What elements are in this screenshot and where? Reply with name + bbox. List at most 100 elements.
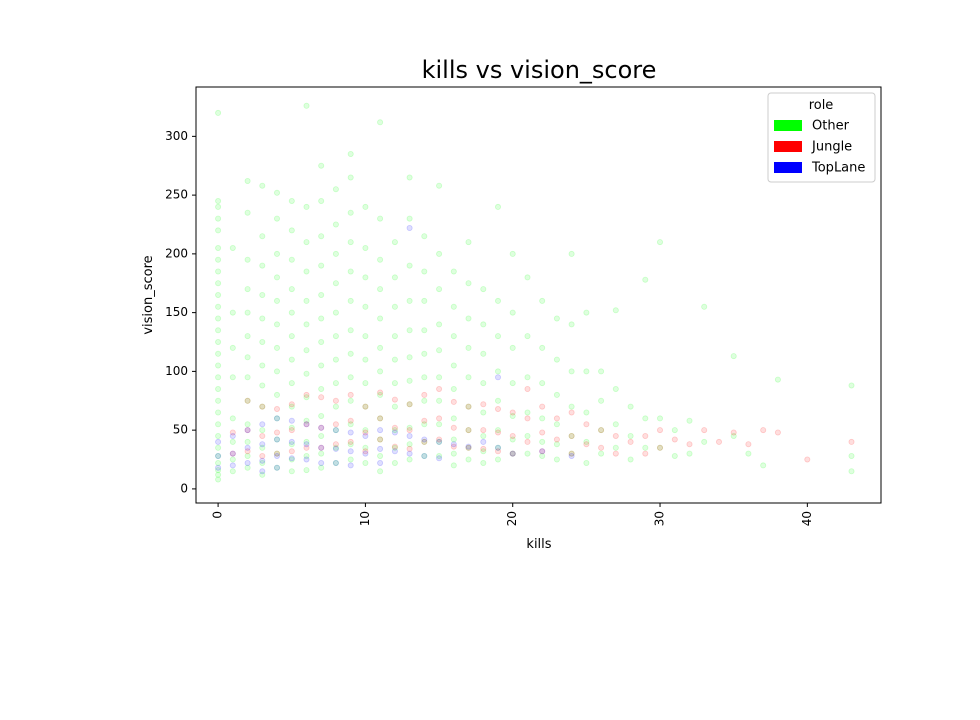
data-point xyxy=(215,374,222,381)
data-point xyxy=(642,450,649,457)
data-point xyxy=(436,250,443,257)
data-point xyxy=(318,444,325,451)
data-point xyxy=(215,464,222,471)
data-point xyxy=(259,262,266,269)
data-point xyxy=(701,427,708,434)
data-point xyxy=(494,444,501,451)
data-point xyxy=(391,424,398,431)
data-point xyxy=(553,456,560,463)
data-point xyxy=(318,394,325,401)
data-point xyxy=(406,401,413,408)
data-point xyxy=(215,227,222,234)
data-point xyxy=(332,444,339,451)
data-point xyxy=(391,274,398,281)
data-point xyxy=(273,436,280,443)
x-tick-label: 20 xyxy=(505,511,519,526)
data-point xyxy=(347,456,354,463)
data-point xyxy=(288,197,295,204)
data-point xyxy=(303,347,310,354)
data-point xyxy=(244,459,251,466)
data-point xyxy=(494,444,501,451)
data-point xyxy=(273,436,280,443)
data-point xyxy=(244,452,251,459)
data-point xyxy=(657,427,664,434)
data-point xyxy=(494,203,501,210)
data-point xyxy=(362,203,369,210)
data-point xyxy=(259,444,266,451)
data-point xyxy=(318,262,325,269)
data-point xyxy=(332,427,339,434)
data-point xyxy=(362,403,369,410)
data-point xyxy=(406,224,413,231)
data-point xyxy=(288,441,295,448)
data-point xyxy=(804,456,811,463)
data-point xyxy=(362,380,369,387)
data-point xyxy=(259,452,266,459)
data-point xyxy=(259,421,266,428)
data-point xyxy=(406,441,413,448)
data-point xyxy=(332,441,339,448)
data-point xyxy=(318,385,325,392)
data-point xyxy=(524,438,531,445)
data-point xyxy=(318,424,325,431)
data-point xyxy=(215,467,222,474)
data-point xyxy=(524,385,531,392)
data-point xyxy=(332,333,339,340)
data-point xyxy=(391,333,398,340)
data-point xyxy=(215,459,222,466)
data-point xyxy=(244,427,251,434)
data-point xyxy=(524,374,531,381)
data-point xyxy=(583,441,590,448)
data-point xyxy=(318,233,325,240)
data-point xyxy=(421,438,428,445)
data-point xyxy=(273,429,280,436)
data-point xyxy=(760,462,767,469)
data-point xyxy=(450,398,457,405)
y-axis: 0 50 100 150 200 250 300 xyxy=(165,129,196,495)
y-tick-label: 200 xyxy=(165,246,188,260)
data-point xyxy=(480,432,487,439)
data-point xyxy=(303,394,310,401)
legend-swatch xyxy=(774,162,802,173)
data-point xyxy=(288,227,295,234)
data-point xyxy=(494,297,501,304)
data-point xyxy=(332,309,339,316)
data-point xyxy=(465,444,472,451)
data-point xyxy=(229,450,236,457)
data-point xyxy=(229,309,236,316)
data-point xyxy=(774,376,781,383)
data-point xyxy=(406,215,413,222)
data-point xyxy=(288,456,295,463)
data-point xyxy=(347,239,354,246)
data-point xyxy=(450,333,457,340)
data-point xyxy=(509,436,516,443)
data-point xyxy=(598,368,605,375)
data-point xyxy=(436,438,443,445)
data-point xyxy=(465,444,472,451)
data-point xyxy=(273,250,280,257)
data-point xyxy=(627,403,634,410)
data-point xyxy=(215,444,222,451)
data-point xyxy=(524,333,531,340)
data-point xyxy=(480,459,487,466)
x-axis-label: kills xyxy=(526,537,551,552)
data-point xyxy=(273,415,280,422)
data-point xyxy=(244,309,251,316)
legend-entries: Other Jungle TopLane xyxy=(774,119,865,176)
data-point xyxy=(229,438,236,445)
data-point xyxy=(848,468,855,475)
data-point xyxy=(657,444,664,451)
data-point xyxy=(347,397,354,404)
data-point xyxy=(318,362,325,369)
data-point xyxy=(760,427,767,434)
data-point xyxy=(332,459,339,466)
data-point xyxy=(259,338,266,345)
data-point xyxy=(436,455,443,462)
data-point xyxy=(671,452,678,459)
data-point xyxy=(480,321,487,328)
data-point xyxy=(215,338,222,345)
x-tick-label: 10 xyxy=(358,511,372,526)
data-point xyxy=(347,150,354,157)
data-point xyxy=(347,350,354,357)
data-point xyxy=(465,315,472,322)
